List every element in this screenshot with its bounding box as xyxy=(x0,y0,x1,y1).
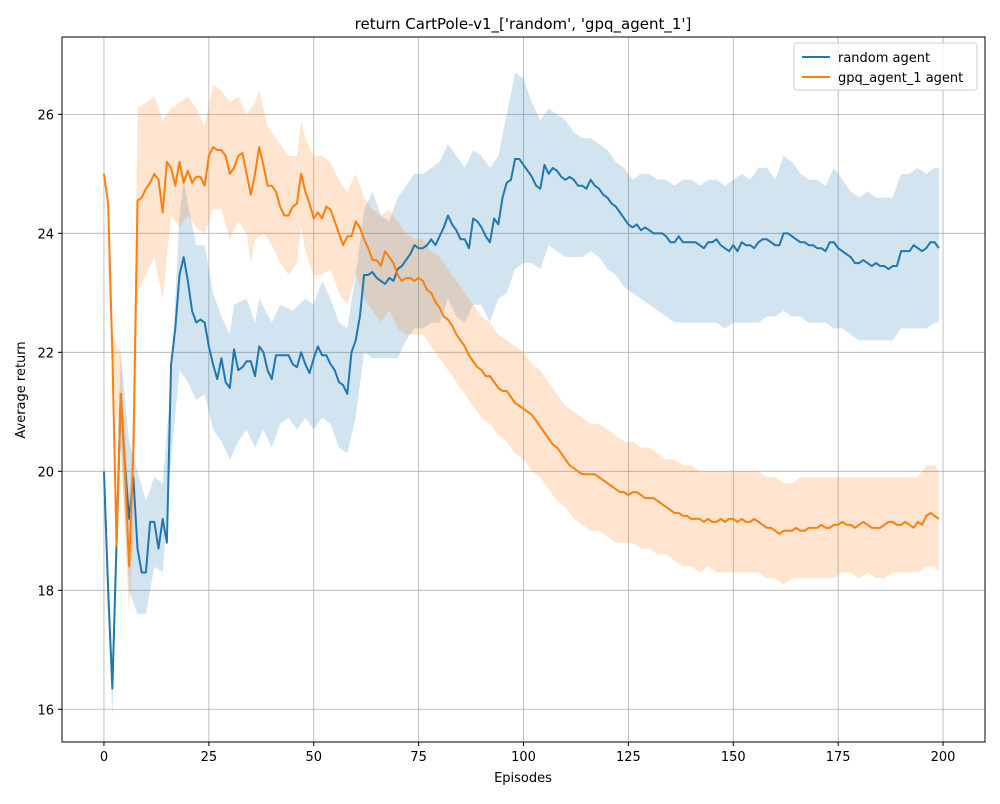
x-tick-label: 100 xyxy=(511,750,536,765)
y-tick-label: 26 xyxy=(37,108,54,123)
x-tick-label: 200 xyxy=(931,750,956,765)
x-tick-label: 150 xyxy=(721,750,746,765)
x-tick-label: 0 xyxy=(100,750,108,765)
x-tick-label: 175 xyxy=(826,750,851,765)
x-tick-label: 125 xyxy=(616,750,641,765)
y-tick-label: 20 xyxy=(37,465,54,480)
x-tick-label: 75 xyxy=(410,750,427,765)
chart-title: return CartPole-v1_['random', 'gpq_agent… xyxy=(355,15,692,34)
x-tick-label: 50 xyxy=(305,750,322,765)
legend: random agent gpq_agent_1 agent xyxy=(794,43,977,90)
x-axis-label: Episodes xyxy=(494,771,552,786)
y-axis-label: Average return xyxy=(14,341,29,438)
x-tick-label: 25 xyxy=(201,750,218,765)
y-tick-label: 18 xyxy=(37,584,54,599)
legend-label-random: random agent xyxy=(838,51,930,66)
legend-label-gpq: gpq_agent_1 agent xyxy=(838,71,963,86)
y-tick-label: 16 xyxy=(37,703,54,718)
y-tick-label: 22 xyxy=(37,346,54,361)
y-tick-label: 24 xyxy=(37,227,54,242)
